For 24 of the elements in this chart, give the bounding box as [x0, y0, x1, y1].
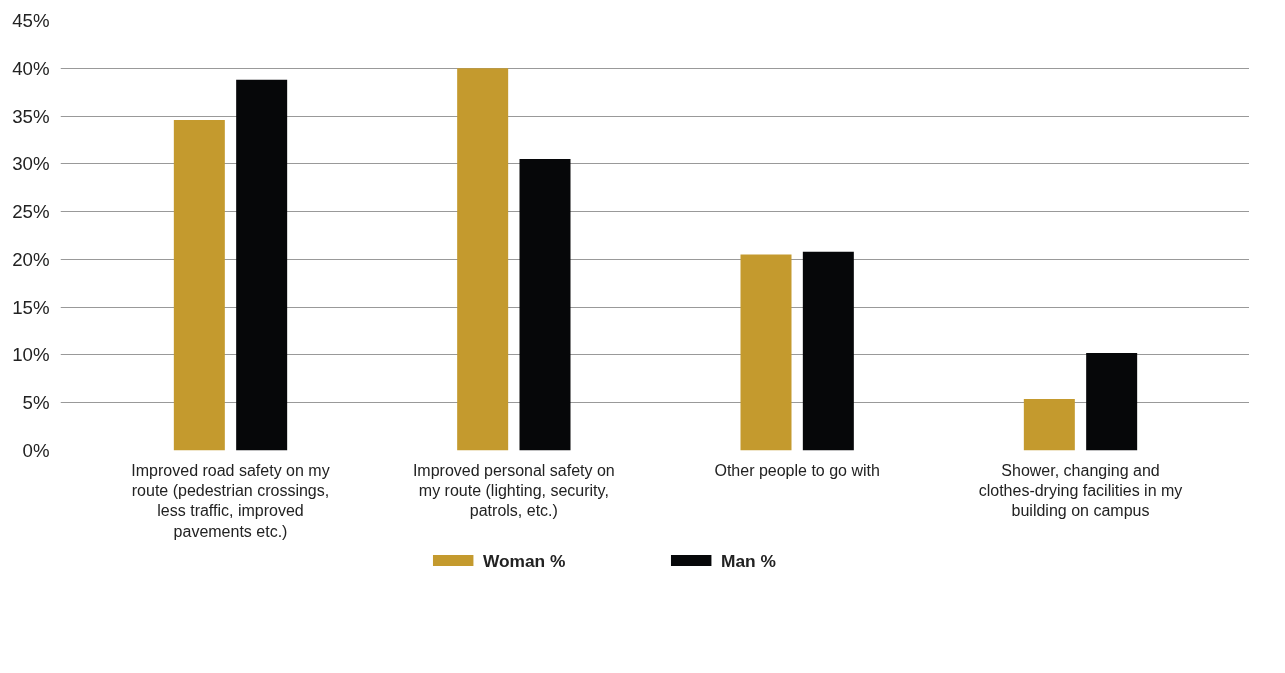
legend-label: Woman % [482, 550, 566, 571]
y-tick-label: 30% [12, 153, 50, 175]
x-tick-label: Improved road safety on my route (pedestrian crossings, less traffic, improved pavements etc.) [131, 461, 330, 540]
bar [740, 254, 792, 451]
y-tick-label: 10% [12, 344, 50, 366]
y-tick-label: 20% [12, 248, 50, 270]
x-tick-label: Other people to go with [714, 461, 880, 479]
bar [802, 251, 854, 451]
bar [173, 119, 225, 451]
y-tick-label: 45% [12, 10, 50, 31]
y-tick-label: 25% [12, 201, 50, 223]
bar [1086, 353, 1138, 451]
bar [236, 79, 288, 451]
x-tick-label: Improved personal safety on my route (lighting, security, patrols, etc.) [412, 461, 615, 520]
x-tick-label: Shower, changing and clothes-drying facilities in my building on campus [978, 461, 1183, 520]
bar [519, 159, 571, 451]
y-tick-label: 40% [12, 57, 50, 79]
bar [457, 68, 509, 451]
legend-label: Man % [720, 550, 776, 571]
y-tick-label: 15% [12, 296, 50, 318]
y-tick-label: 35% [12, 105, 50, 127]
bar [1023, 398, 1075, 451]
y-tick-label: 5% [22, 392, 50, 414]
y-tick-label: 0% [22, 440, 50, 461]
